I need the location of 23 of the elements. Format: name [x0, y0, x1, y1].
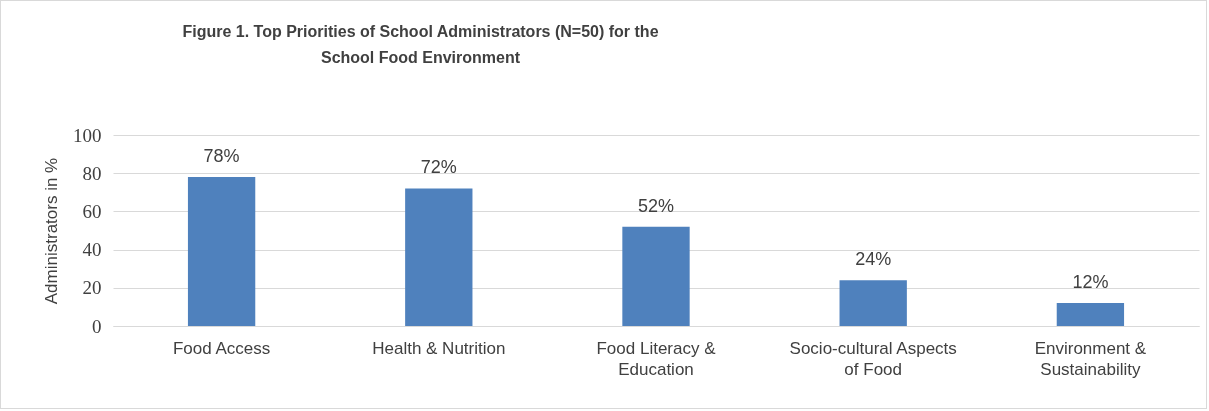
y-tick-label: 20 [82, 277, 102, 299]
data-label: 52% [637, 195, 675, 216]
x-tick-label: Food Literacy & Education [596, 338, 717, 379]
bar [405, 188, 473, 326]
y-tick-label: 80 [82, 162, 102, 184]
y-tick-label: 100 [73, 124, 102, 146]
x-tick-label: Environment & Sustainability [1034, 338, 1147, 379]
bar [1056, 303, 1125, 326]
bar [622, 226, 690, 326]
bar [187, 177, 256, 326]
x-tick-label: Food Access [172, 338, 271, 358]
y-tick-label: 0 [92, 315, 102, 337]
y-tick-label: 60 [82, 200, 102, 222]
chart-title: Figure 1. Top Priorities of School Administrators (N=50) for the School Food Environment [182, 23, 659, 66]
y-axis-title: Administrators in % [42, 157, 61, 305]
x-tick-label: Socio-cultural Aspects of Food [789, 338, 957, 379]
bar [839, 280, 907, 326]
data-label: 24% [855, 249, 892, 270]
data-label: 78% [203, 146, 240, 167]
data-label: 12% [1072, 272, 1109, 293]
data-label: 72% [420, 157, 457, 178]
y-tick-label: 40 [82, 239, 102, 261]
x-tick-label: Health & Nutrition [372, 338, 506, 358]
